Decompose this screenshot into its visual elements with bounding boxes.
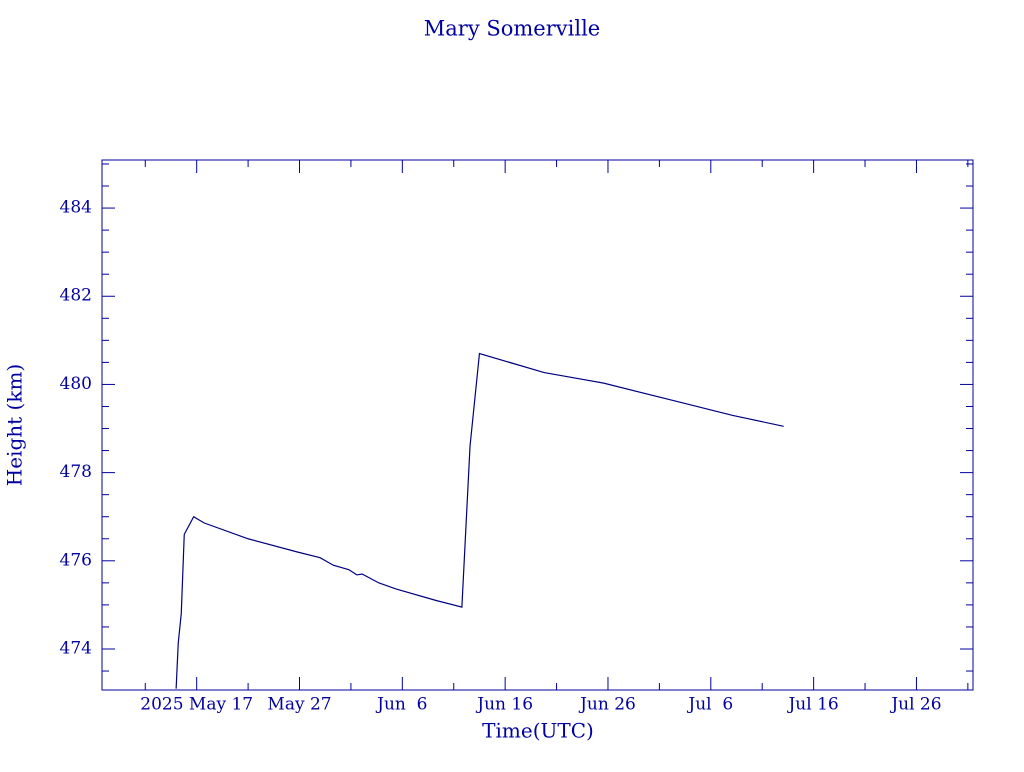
x-tick-label: May 27	[267, 695, 331, 715]
y-tick-label: 474	[60, 638, 92, 658]
data-line	[175, 352, 784, 689]
x-tick-label: Jun 6	[375, 695, 427, 715]
y-tick-label: 476	[60, 550, 92, 570]
x-axis-label: Time(UTC)	[482, 719, 594, 743]
chart-title: Mary Somerville	[424, 17, 600, 41]
y-tick-label: 478	[60, 462, 92, 482]
x-tick-label: 2025 May 17	[140, 695, 253, 715]
y-tick-label: 482	[60, 286, 92, 306]
x-tick-label: Jul 16	[786, 695, 838, 715]
y-tick-label: 480	[60, 374, 92, 394]
x-tick-label: Jun 26	[578, 695, 636, 715]
y-axis-label: Height (km)	[3, 364, 27, 486]
y-tick-label: 484	[60, 198, 92, 218]
x-tick-label: Jul 6	[686, 695, 733, 715]
x-tick-label: Jul 26	[889, 695, 941, 715]
x-tick-label: Jun 16	[475, 695, 533, 715]
plot-frame	[101, 159, 974, 691]
